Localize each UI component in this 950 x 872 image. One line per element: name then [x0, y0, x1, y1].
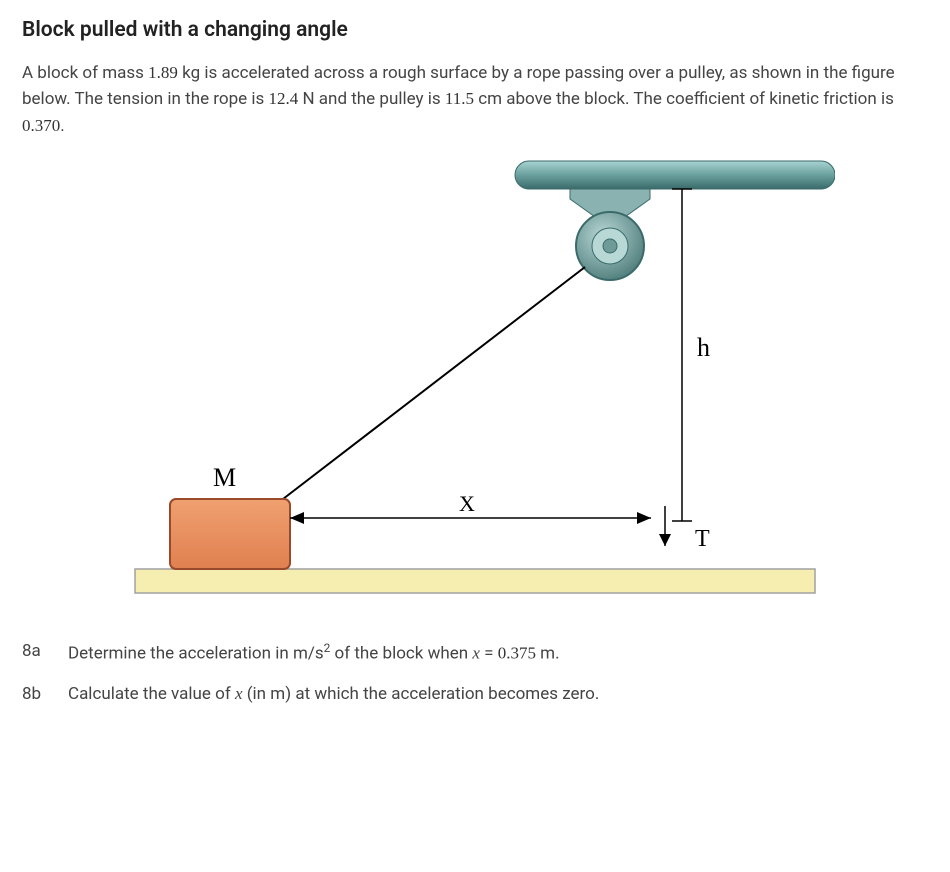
text: (in m) at which the acceleration becomes… [243, 684, 600, 704]
text: Calculate the value of [68, 684, 235, 704]
svg-text:T: T [695, 526, 710, 552]
question-text: Determine the acceleration in m/s2 of th… [68, 641, 560, 664]
variable-x: x [235, 684, 243, 703]
height-value: 11.5 [445, 89, 474, 108]
mass-value: 1.89 [148, 63, 178, 82]
problem-statement: A block of mass 1.89 kg is accelerated a… [22, 60, 928, 139]
svg-text:X: X [459, 491, 475, 516]
x-value: 0.375 [498, 644, 536, 663]
para-text: . [60, 116, 64, 136]
variable-x: x [472, 644, 480, 663]
tension-value: 12.4 [269, 89, 299, 108]
text: Determine the acceleration in m/s [68, 644, 324, 664]
text: = [480, 644, 498, 664]
question-label: 8b [22, 684, 50, 704]
text: of the block when [330, 644, 472, 664]
text: m. [536, 644, 560, 664]
para-text: cm above the block. The coefficient of k… [474, 89, 894, 109]
physics-diagram: Mh X T [115, 151, 835, 621]
mu-value: 0.370 [22, 116, 60, 135]
question-text: Calculate the value of x (in m) at which… [68, 684, 599, 704]
figure-container: Mh X T [22, 151, 928, 621]
page-title: Block pulled with a changing angle [22, 18, 928, 42]
para-text: A block of mass [22, 63, 148, 83]
svg-text:M: M [213, 463, 236, 492]
question-label: 8a [22, 641, 50, 664]
question-8a: 8a Determine the acceleration in m/s2 of… [22, 641, 928, 664]
para-text: N and the pulley is [298, 89, 445, 109]
svg-text:h: h [697, 333, 710, 362]
question-8b: 8b Calculate the value of x (in m) at wh… [22, 684, 928, 704]
